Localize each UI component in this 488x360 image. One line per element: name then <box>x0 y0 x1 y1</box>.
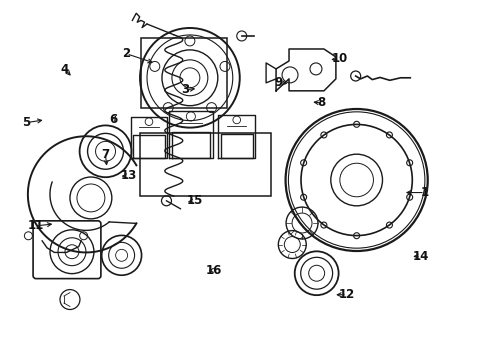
Text: 8: 8 <box>317 96 325 109</box>
Text: 2: 2 <box>122 47 130 60</box>
Text: 7: 7 <box>102 148 109 161</box>
Text: 6: 6 <box>109 113 118 126</box>
Bar <box>140 134 271 196</box>
Bar <box>141 39 227 108</box>
Text: 12: 12 <box>338 288 354 301</box>
Text: 13: 13 <box>120 169 136 182</box>
Text: 16: 16 <box>205 264 222 277</box>
Text: 3: 3 <box>181 83 189 96</box>
Text: 11: 11 <box>28 219 44 233</box>
Text: 10: 10 <box>331 52 347 65</box>
Text: 5: 5 <box>22 116 30 129</box>
Text: 4: 4 <box>61 63 69 76</box>
Text: 14: 14 <box>412 249 428 262</box>
Text: 1: 1 <box>420 186 428 199</box>
Text: 15: 15 <box>186 194 203 207</box>
Text: 9: 9 <box>274 76 282 89</box>
